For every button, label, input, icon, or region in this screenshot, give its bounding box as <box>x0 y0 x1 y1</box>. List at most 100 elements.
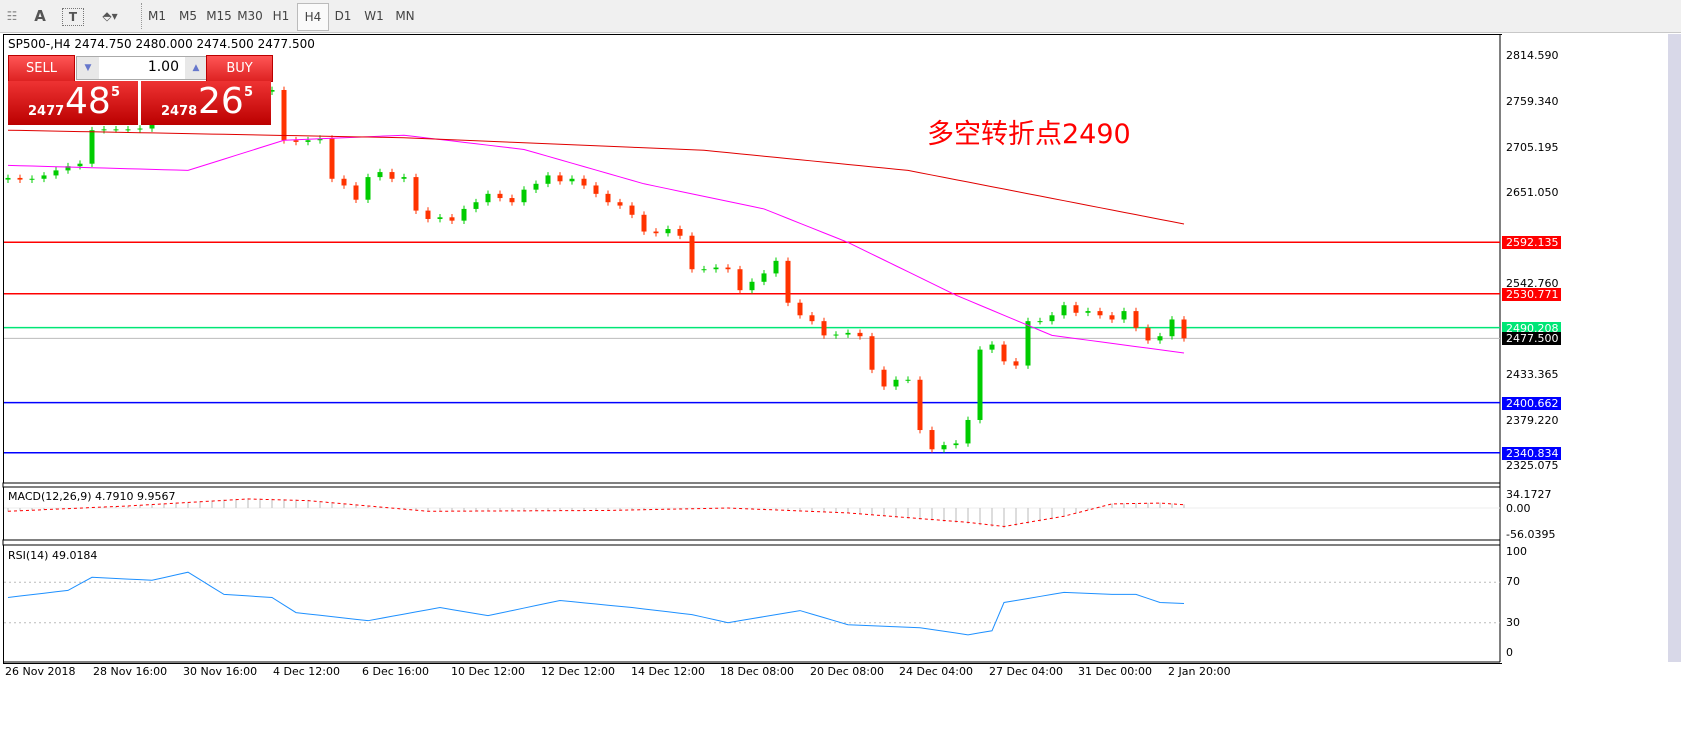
timeframe-w1[interactable]: W1 <box>364 9 384 23</box>
timeframe-m30[interactable]: M30 <box>237 9 263 23</box>
candle-body <box>1133 311 1139 328</box>
date-axis-label: 26 Nov 2018 <box>5 665 76 678</box>
moving-average-slow <box>7 129 1185 225</box>
date-axis-label: 18 Dec 08:00 <box>720 665 794 678</box>
candle-body <box>1109 315 1115 320</box>
macd-axis-label: -56.0395 <box>1506 528 1556 541</box>
candle-body <box>365 177 371 200</box>
candle-body <box>701 269 707 271</box>
candle-body <box>449 217 455 221</box>
price-axis-label: 2325.075 <box>1506 458 1559 472</box>
decrease-volume-icon[interactable]: ▼ <box>77 57 99 79</box>
candle-body <box>869 336 875 370</box>
macd-axis-label: 34.1727 <box>1506 488 1552 501</box>
rsi-label: RSI(14) 49.0184 <box>8 549 98 562</box>
candle-body <box>1145 327 1151 341</box>
moving-average-fast <box>7 134 1185 354</box>
candle-body <box>845 332 851 335</box>
candle-body <box>17 177 23 180</box>
candle-body <box>797 302 803 316</box>
timeframe-d1[interactable]: D1 <box>334 9 352 23</box>
candle-body <box>521 189 527 203</box>
candle-body <box>1073 305 1079 313</box>
candle-body <box>1037 321 1043 323</box>
candle-body <box>497 193 503 199</box>
timeframe-m15[interactable]: M15 <box>206 9 232 23</box>
vertical-scrollbar[interactable] <box>1668 34 1681 662</box>
text-tool-button[interactable]: A <box>34 7 46 25</box>
candle-body <box>269 89 275 92</box>
sell-price[interactable]: 2477 48 5 <box>8 81 138 125</box>
candle-body <box>353 185 359 200</box>
candle-body <box>689 235 695 270</box>
chart-annotation-text[interactable]: 多空转折点2490 <box>927 119 1131 150</box>
timeframe-mn[interactable]: MN <box>395 9 415 23</box>
sell-price-pips: 48 <box>65 81 111 122</box>
price-axis-label: 2433.365 <box>1506 368 1559 382</box>
volume-input[interactable]: ▼ 1.00 ▲ <box>76 56 208 80</box>
candle-body <box>65 166 71 171</box>
chart-window[interactable] <box>3 34 1502 664</box>
candle-body <box>1157 336 1163 341</box>
candle-body <box>305 140 311 142</box>
one-click-trading-panel: SELL ▼ 1.00 ▲ BUY 2477 48 5 2478 26 5 <box>8 55 273 125</box>
candle-body <box>677 229 683 236</box>
date-axis-label: 31 Dec 00:00 <box>1078 665 1152 678</box>
candle-body <box>593 185 599 194</box>
candle-body <box>89 130 95 164</box>
level-price-tag: 2340.834 <box>1502 446 1561 460</box>
timeframe-h1[interactable]: H1 <box>272 9 290 23</box>
timeframe-m5[interactable]: M5 <box>179 9 197 23</box>
rsi-axis-label: 0 <box>1506 646 1513 659</box>
date-axis-label: 12 Dec 12:00 <box>541 665 615 678</box>
candle-body <box>437 217 443 219</box>
candle-body <box>917 379 923 431</box>
candle-body <box>737 269 743 291</box>
rsi-axis-label: 70 <box>1506 575 1520 589</box>
volume-value[interactable]: 1.00 <box>147 59 179 75</box>
date-axis-label: 30 Nov 16:00 <box>183 665 258 678</box>
candle-body <box>809 315 815 322</box>
candle-body <box>761 273 767 282</box>
candle-body <box>401 177 407 179</box>
price-axis-label: 2814.590 <box>1506 49 1559 62</box>
candle-body <box>965 419 971 444</box>
candle-body <box>137 128 143 130</box>
candle-body <box>929 430 935 450</box>
candle-body <box>713 267 719 270</box>
candle-body <box>1013 361 1019 366</box>
timeframe-h4[interactable]: H4 <box>297 3 329 31</box>
candle-body <box>581 178 587 186</box>
candle-body <box>629 205 635 215</box>
candle-body <box>857 332 863 337</box>
candle-body <box>989 344 995 350</box>
candle-body <box>1049 315 1055 322</box>
price-axis-label: 2379.220 <box>1506 413 1559 427</box>
candle-body <box>641 214 647 232</box>
arrows-dropdown-icon[interactable]: ⬘▾ <box>102 9 118 23</box>
fibonacci-fan-icon[interactable]: ☷ <box>6 9 18 23</box>
rsi-line <box>7 571 1185 636</box>
date-axis-label: 10 Dec 12:00 <box>451 665 525 678</box>
sell-button[interactable]: SELL <box>8 55 75 82</box>
level-price-tag: 2530.771 <box>1502 287 1561 301</box>
candle-body <box>293 140 299 142</box>
buy-price[interactable]: 2478 26 5 <box>141 81 271 125</box>
buy-price-pips: 26 <box>198 81 244 122</box>
price-axis-label: 2651.050 <box>1506 185 1559 199</box>
candle-body <box>881 369 887 387</box>
buy-button[interactable]: BUY <box>206 55 273 82</box>
increase-volume-icon[interactable]: ▲ <box>185 57 207 79</box>
candle-body <box>653 231 659 234</box>
candle-body <box>29 178 35 180</box>
timeframe-m1[interactable]: M1 <box>148 9 166 23</box>
date-axis-label: 27 Dec 04:00 <box>989 665 1063 678</box>
text-label-tool-button[interactable]: T <box>62 8 84 26</box>
candle-body <box>1181 319 1187 339</box>
candle-body <box>1097 311 1103 316</box>
candle-body <box>317 138 323 141</box>
candle-body <box>1061 305 1067 316</box>
candle-body <box>77 163 83 167</box>
candle-body <box>605 193 611 203</box>
